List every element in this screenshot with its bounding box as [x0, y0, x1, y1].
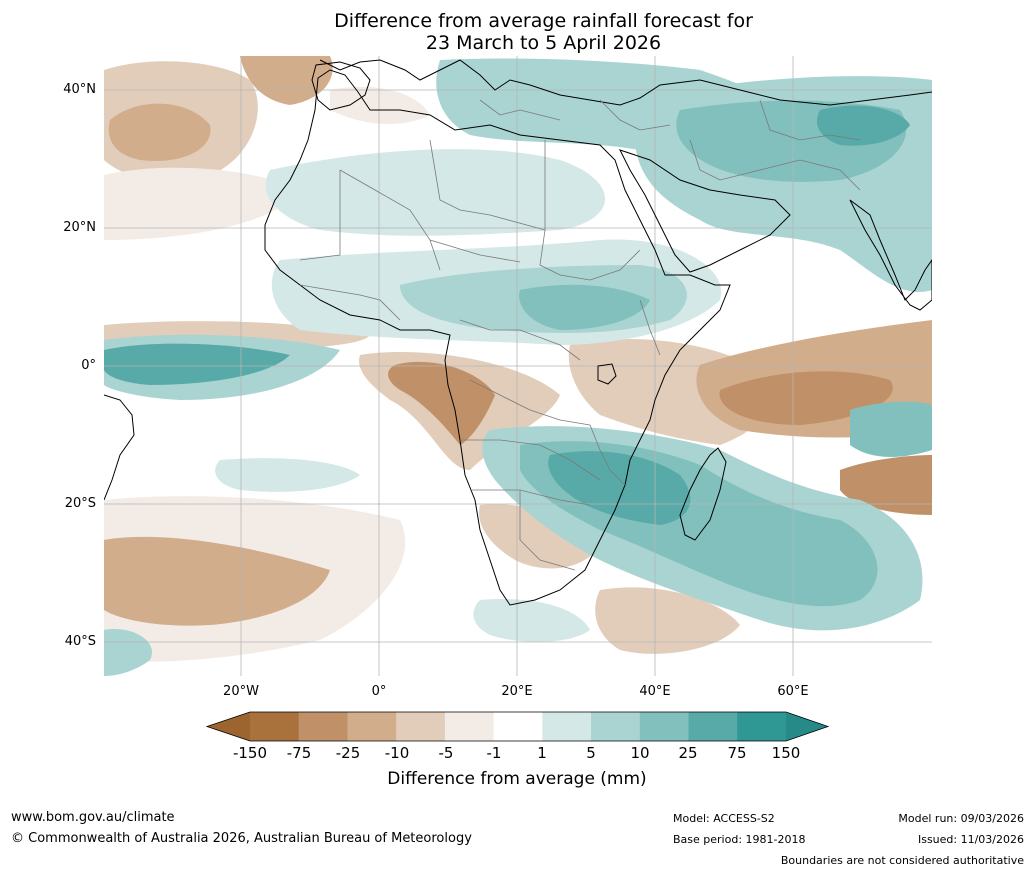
india-coastline [849, 199, 932, 311]
colorbar-tick: -150 [232, 744, 268, 762]
colorbar-tick: -10 [384, 744, 410, 762]
colorbar-tick: 10 [630, 744, 650, 762]
south-america-coastline [104, 394, 135, 501]
dry-region-atlantic-north-core [108, 103, 211, 161]
lat-label-40s: 40°S [64, 634, 96, 649]
colorbar-under-arrow [207, 712, 250, 741]
colorbar [205, 711, 830, 742]
colorbar-segment [737, 712, 787, 741]
colorbar-tick: -1 [486, 744, 502, 762]
footer-website[interactable]: www.bom.gov.au/climate [11, 810, 175, 825]
wet-region-southwest [104, 629, 152, 676]
map-title: Difference from average rainfall forecas… [0, 10, 1035, 54]
lat-label-40n: 40°N [63, 82, 96, 97]
colorbar-tick: -75 [286, 744, 312, 762]
colorbar-segment [444, 712, 495, 741]
footer-base-period: Base period: 1981-2018 [673, 833, 806, 846]
iberia-coastline [311, 61, 371, 111]
footer-issued: Issued: 11/03/2026 [917, 833, 1024, 846]
colorbar-segment [250, 712, 300, 741]
colorbar-title: Difference from average (mm) [387, 769, 647, 789]
dry-region-atlantic-mid [104, 167, 300, 240]
lon-label-20e: 20°E [501, 684, 533, 699]
lon-label-0: 0° [371, 684, 387, 699]
footer-model: Model: ACCESS-S2 [673, 812, 775, 825]
colorbar-segment [591, 712, 641, 741]
lat-label-20s: 20°S [64, 496, 96, 511]
footer-copyright: © Commonwealth of Australia 2026, Austra… [11, 831, 472, 846]
colorbar-segment [298, 712, 348, 741]
colorbar-tick: 150 [771, 744, 801, 762]
colorbar-tick: 5 [586, 744, 596, 762]
dry-region-southern-ocean [595, 587, 740, 654]
coastlines [104, 59, 932, 606]
wet-region-sahara [265, 149, 605, 236]
lon-label-60e: 60°E [777, 684, 809, 699]
colorbar-segment [347, 712, 397, 741]
dry-region-south-atlantic-core [104, 536, 330, 626]
lake-victoria [597, 363, 617, 385]
wet-region-indian-east [850, 401, 932, 457]
colorbar-over-arrow [786, 712, 828, 741]
anomaly-field [104, 56, 932, 676]
colorbar-tick: 75 [727, 744, 747, 762]
colorbar-tick: -25 [335, 744, 361, 762]
colorbar-segment [396, 712, 446, 741]
lon-label-20w: 20°W [223, 684, 259, 699]
dry-region-south-africa [479, 504, 600, 569]
footer-model-run: Model run: 09/03/2026 [898, 812, 1024, 825]
dry-region-south-indian [840, 455, 932, 515]
graticule [104, 56, 932, 676]
dry-region-north-africa-west [330, 86, 430, 125]
title-line-2: 23 March to 5 April 2026 [425, 32, 662, 54]
country-borders [299, 99, 861, 571]
colorbar-tick: 25 [678, 744, 698, 762]
lat-label-20n: 20°N [63, 220, 96, 235]
colorbar-tick: 1 [537, 744, 547, 762]
dry-region-indian-ocean-core [719, 371, 893, 425]
wet-region-south-atlantic [215, 458, 360, 492]
arabia-coastline [619, 149, 791, 273]
lon-label-40e: 40°E [639, 684, 671, 699]
dry-region-mediterranean-west [240, 56, 333, 105]
colorbar-outline [205, 711, 830, 742]
wet-region-equatorial-atlantic-core [104, 343, 290, 385]
wet-region-central-africa [519, 284, 650, 330]
title-line-1: Difference from average rainfall forecas… [334, 10, 753, 32]
wet-region-southern-ocean [473, 599, 590, 642]
colorbar-segment [493, 712, 543, 741]
colorbar-segment [542, 712, 592, 741]
europe-coastline [319, 59, 932, 106]
footer-disclaimer: Boundaries are not considered authoritat… [780, 854, 1024, 867]
colorbar-segment [688, 712, 738, 741]
colorbar-segment [639, 712, 690, 741]
lat-label-0: 0° [81, 358, 96, 373]
dry-region-congo-core [388, 361, 495, 445]
wet-region-middle-east-peak [816, 105, 910, 146]
madagascar-coastline [679, 447, 727, 541]
colorbar-tick: -5 [438, 744, 454, 762]
africa-coastline [264, 69, 731, 606]
